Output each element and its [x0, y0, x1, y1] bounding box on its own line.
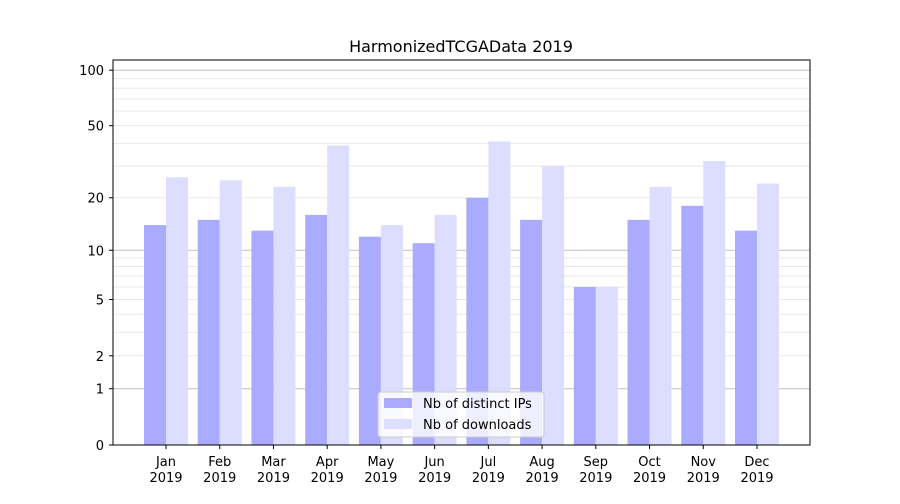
y-tick-label: 2	[96, 350, 104, 365]
chart-title: HarmonizedTCGAData 2019	[349, 37, 573, 56]
x-tick-label: Mar 2019	[257, 455, 290, 486]
bar-downloads	[757, 183, 779, 446]
legend-swatch	[384, 398, 412, 408]
y-tick-label: 20	[87, 192, 104, 207]
y-tick-label: 0	[96, 439, 104, 454]
bar-distinct-ips	[144, 225, 166, 445]
x-tick-label: Nov 2019	[687, 455, 720, 486]
plot-frame	[112, 59, 811, 446]
bar-distinct-ips	[197, 219, 220, 445]
bar-downloads	[327, 145, 350, 445]
x-tick-label: Jul 2019	[472, 455, 505, 486]
x-tick-label: Jun 2019	[418, 455, 451, 486]
legend-box	[377, 391, 545, 438]
bar-distinct-ips	[466, 197, 489, 445]
bar-downloads	[488, 141, 511, 445]
bar-downloads	[542, 166, 565, 445]
y-tick-label: 10	[87, 244, 104, 259]
x-tick-label: Oct 2019	[633, 455, 666, 486]
bar-downloads	[166, 177, 188, 446]
x-tick-label: Dec 2019	[740, 455, 773, 486]
y-tick-label: 50	[87, 120, 104, 135]
x-tick-label: Aug 2019	[526, 455, 559, 486]
y-tick-label: 1	[96, 383, 104, 398]
bar-downloads	[703, 161, 726, 445]
legend-swatch	[384, 419, 412, 429]
bar-distinct-ips	[251, 230, 274, 445]
bar-downloads	[434, 214, 457, 445]
y-tick-label: 5	[96, 293, 104, 308]
legend: Nb of distinct IPs Nb of downloads	[377, 391, 545, 438]
y-tick-label: 100	[79, 64, 104, 79]
bar-distinct-ips	[520, 219, 543, 445]
bar-downloads	[273, 186, 296, 445]
x-tick-label: Jan 2019	[149, 455, 182, 486]
legend-label: Nb of distinct IPs	[423, 397, 532, 412]
x-tick-label: Apr 2019	[311, 455, 344, 486]
x-tick-label: Feb 2019	[203, 455, 236, 486]
bar-distinct-ips	[627, 219, 650, 445]
legend-label: Nb of downloads	[423, 418, 532, 433]
bar-distinct-ips	[681, 205, 704, 445]
bar-distinct-ips	[358, 236, 381, 445]
bar-downloads	[219, 180, 242, 446]
bar-distinct-ips	[735, 230, 757, 445]
bar-distinct-ips	[573, 286, 596, 445]
x-tick-label: Sep 2019	[579, 455, 612, 486]
bar-downloads	[380, 225, 403, 445]
x-tick-label: May 2019	[364, 455, 397, 486]
bar-downloads	[595, 286, 618, 445]
bar-downloads	[649, 186, 672, 445]
bar-distinct-ips	[305, 214, 328, 445]
